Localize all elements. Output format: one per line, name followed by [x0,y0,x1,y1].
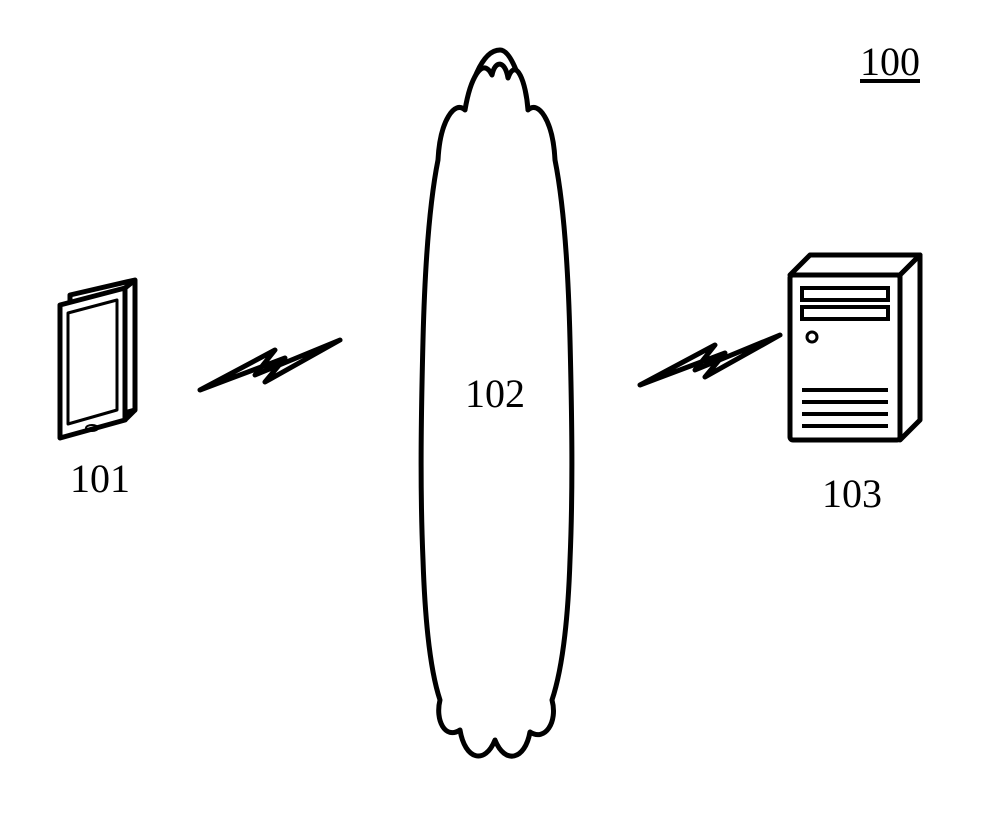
system-diagram [0,0,1000,834]
wireless-link-right-icon [640,335,780,385]
network-label: 102 [465,370,525,417]
server-icon [790,255,920,440]
wireless-link-left-icon [200,340,340,390]
device-icon [60,280,135,438]
server-label: 103 [822,470,882,517]
figure-id-label: 100 [860,38,920,85]
device-label: 101 [70,455,130,502]
